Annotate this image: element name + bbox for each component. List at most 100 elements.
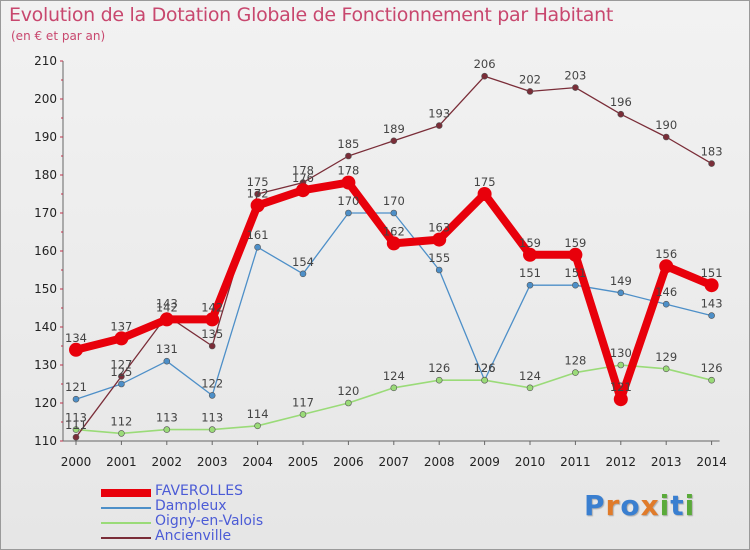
legend-item: FAVEROLLES	[101, 483, 361, 501]
y-tick-label: 130	[34, 358, 57, 372]
data-label: 170	[383, 194, 405, 208]
data-label: 190	[655, 118, 677, 132]
data-point	[254, 190, 261, 198]
data-point	[617, 289, 625, 297]
data-point	[435, 376, 443, 384]
data-label: 124	[383, 369, 405, 383]
data-point	[163, 426, 171, 433]
data-label: 143	[701, 297, 723, 311]
data-point	[390, 137, 398, 145]
data-label: 135	[201, 327, 223, 341]
x-tick-label: 2012	[606, 455, 637, 469]
data-point	[526, 88, 534, 95]
data-point	[299, 411, 307, 418]
data-point	[296, 183, 310, 198]
data-point	[208, 426, 216, 433]
data-label: 161	[247, 228, 269, 242]
data-point	[435, 266, 443, 274]
data-label: 178	[292, 164, 314, 178]
data-point	[208, 392, 216, 399]
data-label: 120	[337, 384, 359, 398]
y-tick-label: 200	[34, 92, 57, 106]
data-label: 183	[701, 145, 723, 159]
data-point	[72, 433, 80, 441]
x-tick-label: 2002	[152, 455, 183, 469]
data-label: 126	[428, 361, 450, 375]
y-tick-label: 120	[34, 396, 57, 410]
logo-letter: i	[659, 489, 671, 522]
data-point	[662, 133, 670, 141]
data-label: 159	[519, 236, 541, 250]
legend-label: Dampleux	[155, 498, 227, 514]
data-point	[526, 384, 534, 392]
data-point	[386, 236, 401, 251]
data-label: 175	[247, 175, 269, 189]
data-label: 117	[292, 395, 314, 409]
data-point	[523, 247, 537, 262]
x-tick-label: 2007	[379, 455, 410, 469]
data-point	[617, 110, 625, 118]
data-label: 113	[65, 411, 87, 425]
proxiti-logo: Proxiti	[584, 489, 695, 522]
legend-item: Dampleux	[101, 498, 361, 516]
data-point	[250, 198, 265, 213]
x-tick-label: 2008	[424, 455, 455, 469]
data-label: 196	[610, 95, 632, 109]
data-label: 126	[701, 361, 723, 375]
data-point	[572, 281, 579, 289]
data-point	[708, 376, 715, 384]
x-tick-label: 2010	[515, 455, 546, 469]
data-label: 151	[701, 266, 723, 280]
data-label: 163	[428, 221, 450, 235]
y-tick-label: 150	[34, 282, 57, 296]
data-label: 121	[65, 380, 87, 394]
data-point	[708, 160, 715, 167]
data-point	[118, 430, 125, 437]
data-label: 151	[519, 266, 541, 280]
data-label: 175	[474, 175, 496, 189]
data-point	[662, 300, 670, 308]
data-point	[572, 84, 579, 91]
data-label: 122	[201, 376, 223, 390]
data-label: 142	[156, 300, 178, 314]
data-label: 121	[610, 380, 632, 394]
data-point	[72, 426, 80, 433]
data-label: 155	[428, 251, 450, 265]
x-tick-label: 2001	[106, 455, 137, 469]
data-point	[254, 243, 261, 251]
data-point	[72, 395, 80, 403]
data-label: 185	[337, 137, 359, 151]
data-point	[435, 122, 443, 129]
data-label: 159	[564, 236, 586, 250]
data-point	[208, 342, 216, 350]
data-label: 156	[655, 247, 677, 261]
data-point	[659, 259, 674, 274]
data-point	[526, 281, 534, 289]
legend-swatch	[101, 537, 151, 539]
data-label: 176	[292, 171, 314, 185]
logo-letter: o	[620, 489, 641, 522]
data-point	[477, 187, 492, 201]
legend-item: Oigny-en-Valois	[101, 513, 361, 531]
data-label: 142	[201, 300, 223, 314]
data-point	[159, 312, 174, 327]
data-point	[390, 209, 398, 217]
logo-letter: r	[605, 489, 621, 522]
data-point	[299, 270, 307, 278]
data-point	[617, 361, 625, 369]
data-label: 137	[110, 319, 132, 333]
data-label: 126	[474, 361, 496, 375]
legend-label: Ancienville	[155, 528, 232, 544]
data-label: 134	[65, 331, 87, 345]
legend-label: Oigny-en-Valois	[155, 513, 264, 529]
legend-swatch	[101, 489, 151, 497]
data-point	[572, 369, 579, 376]
legend-label: FAVEROLLES	[155, 483, 243, 499]
data-point	[704, 278, 719, 293]
data-label: 125	[110, 365, 132, 379]
data-label: 162	[383, 224, 405, 238]
x-tick-label: 2013	[651, 455, 682, 469]
x-tick-label: 2011	[560, 455, 591, 469]
data-label: 170	[337, 194, 359, 208]
data-label: 202	[519, 72, 541, 86]
